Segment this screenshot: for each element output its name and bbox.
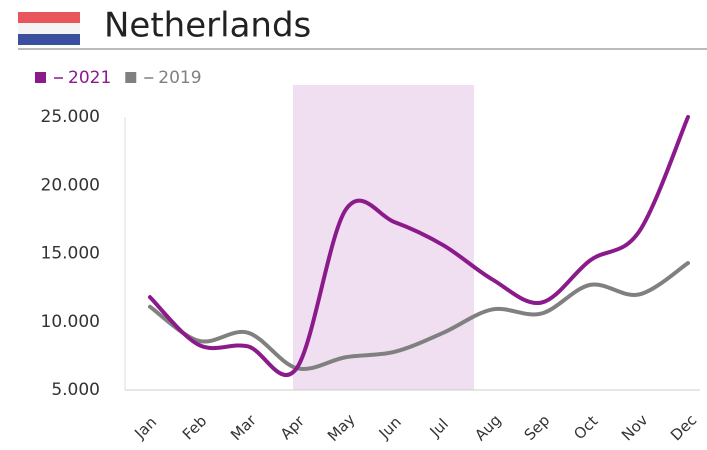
x-tick-label: Jul <box>426 415 452 441</box>
y-tick-label: 15.000 <box>41 244 100 264</box>
x-tick-label: Sep <box>521 411 554 444</box>
x-tick-label: May <box>324 410 359 445</box>
flag <box>18 12 80 45</box>
x-tick-label: Jun <box>375 413 405 443</box>
flag-white <box>18 23 80 34</box>
y-tick-label: 20.000 <box>41 175 100 195</box>
y-tick-label: 25.000 <box>41 107 100 127</box>
legend-label: 2021 <box>68 68 111 88</box>
flag-red <box>18 12 80 23</box>
legend-swatch <box>35 72 46 83</box>
x-tick-label: Nov <box>618 411 652 445</box>
x-tick-label: Mar <box>227 411 260 444</box>
x-tick-label: Dec <box>667 411 700 444</box>
y-tick-label: 5.000 <box>51 380 100 400</box>
x-tick-label: Feb <box>179 412 211 444</box>
flag-blue <box>18 34 80 45</box>
x-tick-label: Apr <box>277 412 309 444</box>
x-tick-label: Aug <box>471 411 504 444</box>
y-tick-label: 10.000 <box>41 312 100 332</box>
legend-label: 2019 <box>158 68 201 88</box>
x-tick-label: Jan <box>130 413 160 443</box>
x-tick-label: Oct <box>570 412 601 443</box>
series-line <box>148 115 690 377</box>
highlight-period <box>293 85 474 390</box>
legend-swatch <box>125 72 137 83</box>
series-line <box>148 261 690 371</box>
chart-title: Netherlands <box>104 6 311 46</box>
